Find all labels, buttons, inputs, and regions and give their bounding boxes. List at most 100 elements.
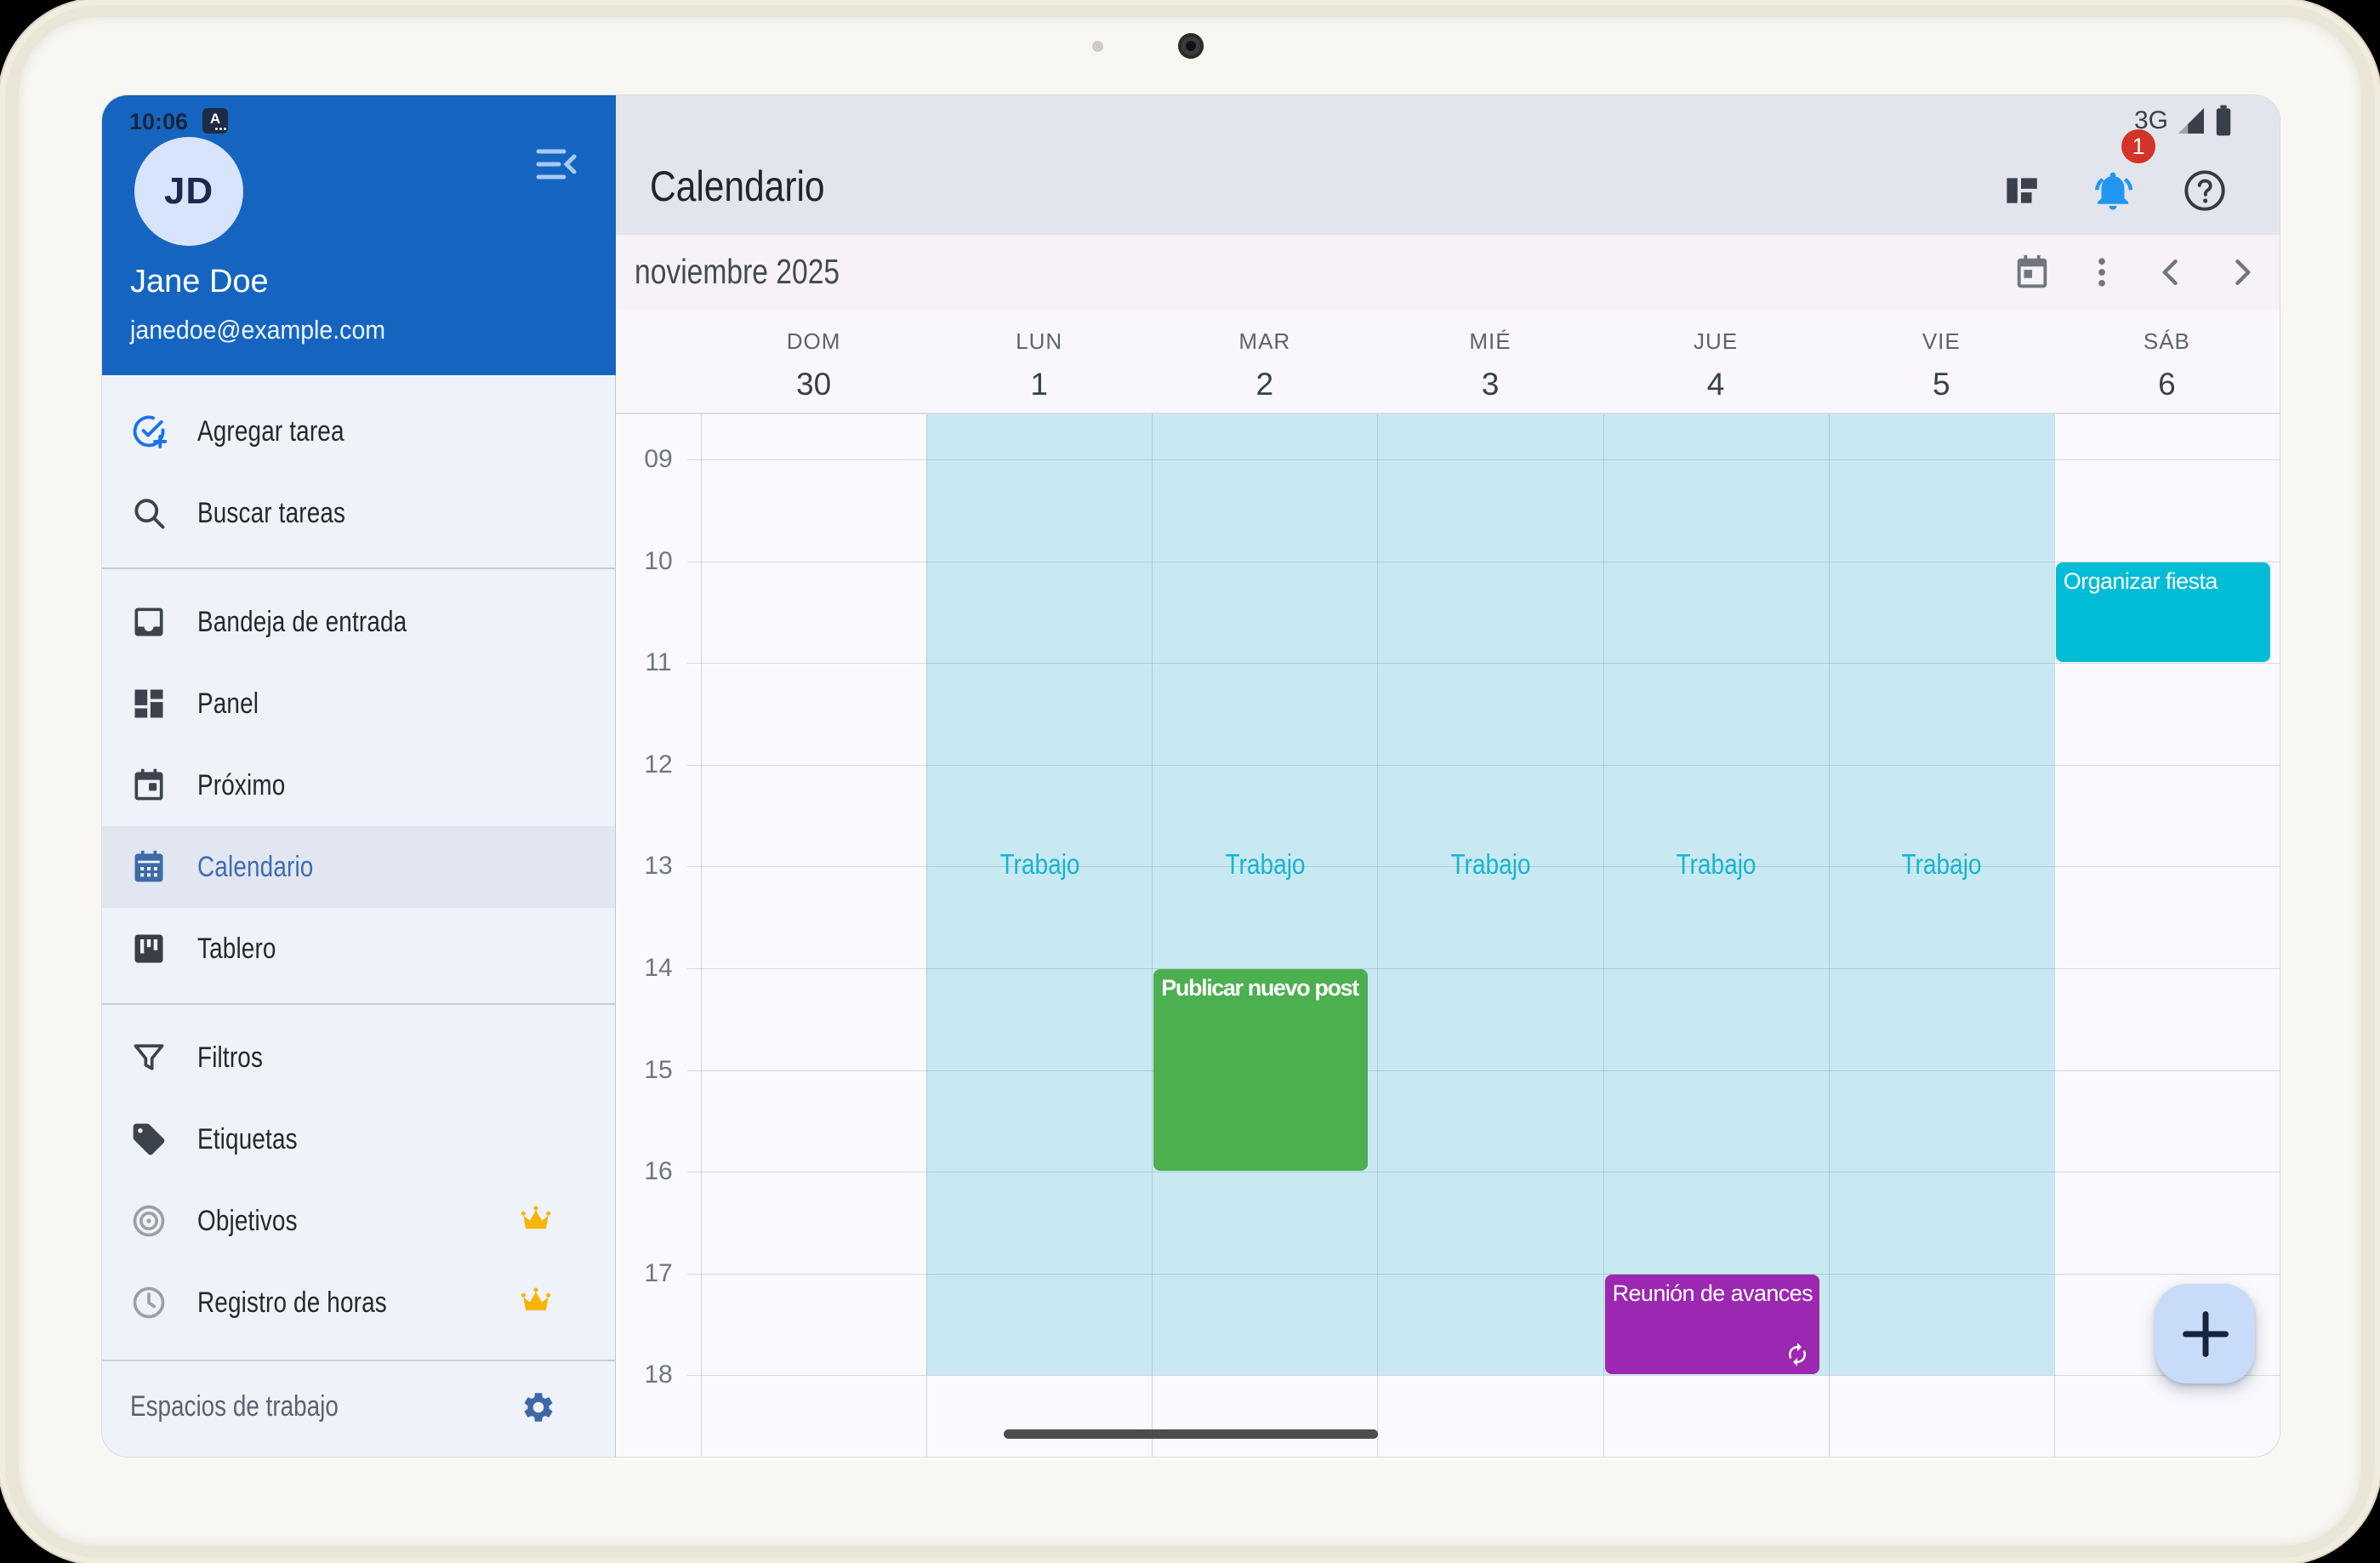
day-name: LUN xyxy=(1016,328,1063,354)
sidebar-item-add-task[interactable]: Agregar tarea xyxy=(102,391,616,472)
day-header-3[interactable]: MIÉ 3 xyxy=(1414,309,1567,402)
avatar[interactable]: JD xyxy=(134,137,243,246)
hour-label: 17 xyxy=(644,1258,673,1287)
page-title: Calendario xyxy=(650,163,825,210)
day-number: 4 xyxy=(1706,367,1725,402)
help-icon[interactable] xyxy=(2181,167,2229,214)
sidebar-item-search-tasks[interactable]: Buscar tareas xyxy=(102,472,616,554)
hour-label: 12 xyxy=(644,750,673,779)
notifications-bell-icon[interactable]: 1 xyxy=(2089,129,2155,214)
hour-label: 13 xyxy=(644,852,673,881)
ambient-sensor-dot xyxy=(1092,41,1103,52)
sidebar-item-goals[interactable]: Objetivos xyxy=(102,1180,616,1262)
column-separator xyxy=(1377,414,1379,1457)
hour-line xyxy=(687,764,2280,766)
notification-app-icon: A xyxy=(202,108,228,134)
work-hours-background xyxy=(926,414,2054,1376)
user-email: janedoe@example.com xyxy=(130,315,386,345)
day-header-1[interactable]: LUN 1 xyxy=(963,309,1116,402)
work-block-label[interactable]: Trabajo xyxy=(1225,848,1306,881)
day-header-0[interactable]: DOM 30 xyxy=(737,309,891,402)
month-label: noviembre 2025 xyxy=(635,252,840,291)
hour-label: 09 xyxy=(644,445,673,473)
gear-icon[interactable] xyxy=(521,1389,556,1425)
calendar-grid[interactable]: 09 10 11 12 13 14 15 16 17 18 Trabajo Trabajo Trabaj… xyxy=(616,414,2280,1457)
sidebar-item-label: Bandeja de entrada xyxy=(197,605,407,638)
appbar-actions: 1 xyxy=(1997,129,2229,214)
day-header-2[interactable]: MAR 2 xyxy=(1188,309,1341,402)
sidebar-item-inbox[interactable]: Bandeja de entrada xyxy=(102,581,616,663)
sidebar: 10:06 A JD Jane Doe janedoe@example.com xyxy=(102,95,617,1457)
calendar-today-icon[interactable] xyxy=(2013,253,2052,292)
calendar-event[interactable]: Organizar fiesta xyxy=(2055,562,2270,663)
day-name: VIE xyxy=(1922,328,1961,354)
dashboard-icon xyxy=(130,685,168,722)
workspaces-row[interactable]: Espacios de trabajo xyxy=(102,1357,616,1457)
crown-icon xyxy=(517,1202,555,1240)
day-header-4[interactable]: JUE 4 xyxy=(1639,309,1792,402)
day-name: DOM xyxy=(786,328,841,354)
day-number: 6 xyxy=(2158,367,2176,402)
battery-icon xyxy=(2216,105,2231,136)
notification-app-letter: A xyxy=(209,111,221,127)
work-block-label[interactable]: Trabajo xyxy=(999,848,1080,881)
menu-open-icon[interactable] xyxy=(536,145,577,184)
day-number: 30 xyxy=(796,367,832,402)
day-number: 1 xyxy=(1030,367,1048,402)
column-separator xyxy=(1828,414,1830,1457)
calendar-toolbar: noviembre 2025 xyxy=(616,235,2280,309)
sidebar-item-label: Tablero xyxy=(197,932,276,965)
hour-label: 10 xyxy=(644,546,673,575)
chevron-right-icon[interactable] xyxy=(2222,253,2261,292)
work-block-label[interactable]: Trabajo xyxy=(1676,848,1757,881)
day-number: 2 xyxy=(1255,367,1274,402)
column-separator xyxy=(1603,414,1604,1457)
clock-icon xyxy=(130,1284,168,1321)
hour-label: 11 xyxy=(645,648,672,677)
sidebar-item-label: Buscar tareas xyxy=(197,496,346,529)
sidebar-item-calendar[interactable]: Calendario xyxy=(102,826,616,908)
hour-label: 14 xyxy=(644,954,673,982)
work-block-label[interactable]: Trabajo xyxy=(1450,848,1531,881)
sidebar-item-filters[interactable]: Filtros xyxy=(102,1017,616,1098)
sidebar-divider xyxy=(102,1360,616,1361)
calendar-upcoming-icon xyxy=(130,767,168,804)
user-name: Jane Doe xyxy=(130,264,269,299)
sidebar-item-panel[interactable]: Panel xyxy=(102,663,616,744)
day-header-5[interactable]: VIE 5 xyxy=(1865,309,2018,402)
day-header-6[interactable]: SÁB 6 xyxy=(2090,309,2243,402)
chevron-left-icon[interactable] xyxy=(2152,253,2191,292)
sidebar-item-labels[interactable]: Etiquetas xyxy=(102,1098,616,1180)
calendar-event[interactable]: Publicar nuevo post xyxy=(1153,969,1369,1172)
hour-line xyxy=(687,1273,2280,1275)
sidebar-item-upcoming[interactable]: Próximo xyxy=(102,744,616,826)
kebab-menu-icon[interactable] xyxy=(2082,253,2121,292)
day-name: SÁB xyxy=(2143,328,2190,354)
add-event-fab[interactable] xyxy=(2155,1284,2255,1383)
plus-icon xyxy=(2182,1310,2229,1357)
day-number: 3 xyxy=(1481,367,1500,402)
search-icon xyxy=(130,494,168,532)
day-header-row: DOM 30 LUN 1 MAR 2 MIÉ 3 JUE 4 VIE 5 SÁB… xyxy=(616,309,2280,414)
event-title: Publicar nuevo post xyxy=(1161,975,1359,1001)
hour-label: 18 xyxy=(644,1360,673,1389)
column-separator xyxy=(701,414,702,1457)
home-indicator[interactable] xyxy=(1004,1429,1378,1439)
layout-view-icon[interactable] xyxy=(1997,167,2045,214)
day-number: 5 xyxy=(1933,367,1950,402)
sidebar-item-label: Registro de horas xyxy=(197,1286,387,1319)
calendar-event[interactable]: Reunión de avances xyxy=(1604,1274,1819,1375)
column-separator xyxy=(2053,414,2055,1457)
filter-icon xyxy=(130,1039,168,1076)
sidebar-item-board[interactable]: Tablero xyxy=(102,908,616,990)
day-name: JUE xyxy=(1694,328,1739,354)
work-block-label[interactable]: Trabajo xyxy=(1901,848,1982,881)
event-title: Reunión de avances xyxy=(1612,1280,1813,1306)
sidebar-item-label: Calendario xyxy=(197,850,314,883)
recurring-icon xyxy=(1785,1342,1810,1367)
workspaces-label: Espacios de trabajo xyxy=(130,1390,339,1423)
sidebar-divider xyxy=(102,568,616,569)
sidebar-header: 10:06 A JD Jane Doe janedoe@example.com xyxy=(102,95,616,375)
sidebar-item-time-log[interactable]: Registro de horas xyxy=(102,1262,616,1343)
